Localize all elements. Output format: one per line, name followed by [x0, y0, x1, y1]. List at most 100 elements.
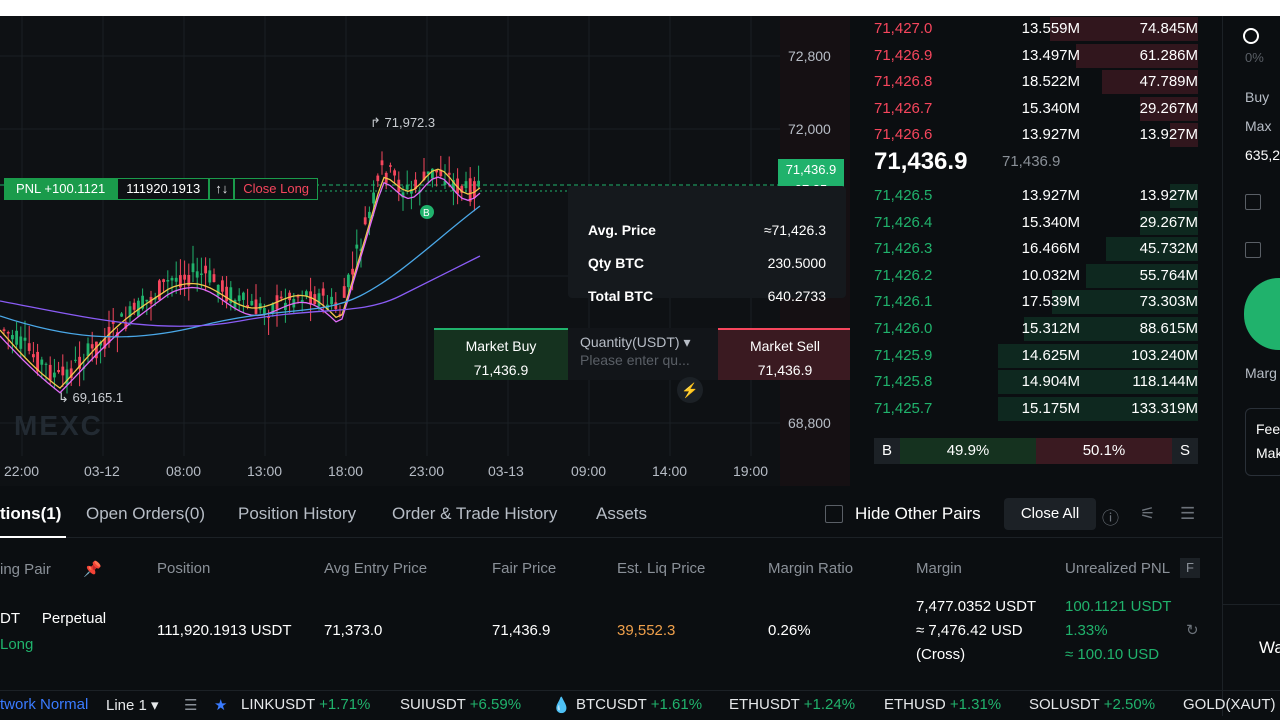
candle-body: [128, 306, 132, 317]
ask-row[interactable]: 71,426.9 13.497M 61.286M: [850, 43, 1220, 69]
last-price-value: 71,436.9: [785, 162, 837, 177]
quantity-unit-select[interactable]: Quantity(USDT) ▾: [580, 332, 706, 352]
ask-row[interactable]: 71,427.0 13.559M 74.845M: [850, 16, 1220, 42]
candle-body: [389, 165, 392, 167]
candle-body: [2, 329, 6, 332]
tab-positions[interactable]: tions(1): [0, 504, 62, 523]
mark-price: 71,436.9: [1002, 153, 1061, 170]
line-select[interactable]: Line 1 ▾: [106, 696, 159, 714]
close-all-button[interactable]: Close All: [1004, 498, 1096, 530]
info-icon[interactable]: ⓘ: [1102, 509, 1119, 528]
ticker-item[interactable]: GOLD(XAUT): [1183, 696, 1276, 713]
bid-row[interactable]: 71,426.0 15.312M 88.615M: [850, 316, 1220, 342]
ticker-item[interactable]: SOLUSDT +2.50%: [1029, 696, 1155, 713]
x-tick: 13:00: [247, 463, 283, 479]
ask-row[interactable]: 71,426.7 15.340M 29.267M: [850, 96, 1220, 122]
candle-body: [439, 169, 443, 177]
candle-body: [78, 356, 81, 369]
ask-qty: 13.559M: [1021, 20, 1080, 37]
ticker-item[interactable]: ETHUSDT +1.24%: [729, 696, 855, 713]
bid-row[interactable]: 71,425.7 15.175M 133.319M: [850, 396, 1220, 422]
candle-body: [216, 284, 220, 296]
ask-price: 71,426.8: [874, 73, 933, 91]
hide-other-pairs-checkbox[interactable]: [825, 505, 843, 523]
leverage-slider-handle[interactable]: [1243, 28, 1259, 44]
candle-body: [179, 275, 182, 288]
market-buy-button[interactable]: Market Buy 71,436.9: [434, 328, 568, 380]
ask-row[interactable]: 71,426.8 18.522M 47.789M: [850, 69, 1220, 95]
bid-qty: 17.539M: [1021, 293, 1080, 311]
row-position: 111,920.1913 USDT: [157, 622, 292, 639]
lightning-icon[interactable]: ⚡: [677, 377, 703, 403]
bid-row[interactable]: 71,426.2 10.032M 55.764M: [850, 263, 1220, 289]
candle-body: [359, 248, 363, 252]
ticker-symbol: LINKUSDT: [241, 696, 315, 713]
candle-body: [250, 300, 254, 306]
ask-price: 71,426.9: [874, 46, 933, 64]
x-tick: 14:00: [652, 463, 688, 479]
x-tick: 18:00: [328, 463, 364, 479]
swap-arrows-icon[interactable]: ↑↓: [209, 178, 235, 200]
candle-body: [288, 292, 291, 301]
ask-total: 47.789M: [1139, 73, 1198, 91]
x-tick: 08:00: [166, 463, 202, 479]
candle-body: [267, 316, 270, 318]
bid-row[interactable]: 71,426.4 15.340M 29.267M: [850, 210, 1220, 236]
market-sell-button[interactable]: Market Sell 71,436.9: [718, 328, 852, 380]
position-line-bar[interactable]: PNL +100.1121 111920.1913 ↑↓ Close Long: [4, 178, 319, 200]
checkbox-1[interactable]: [1245, 194, 1261, 210]
tab-order-trade-history[interactable]: Order & Trade History: [392, 504, 558, 523]
candle-body: [351, 268, 354, 275]
pin-icon[interactable]: 📌: [83, 561, 102, 578]
share-icon[interactable]: ↻: [1186, 622, 1199, 639]
menu-icon[interactable]: ☰: [1180, 504, 1196, 523]
close-long-button[interactable]: Close Long: [234, 178, 319, 200]
tab-position-history[interactable]: Position History: [238, 504, 357, 523]
row-pair[interactable]: DT Perpetual: [0, 610, 106, 627]
row-pair-symbol: DT: [0, 610, 20, 627]
candle-body: [221, 280, 224, 292]
filter-icon[interactable]: ⚟: [1140, 504, 1156, 523]
ticker-item[interactable]: SUIUSDT +6.59%: [400, 696, 521, 713]
checkbox-2[interactable]: [1245, 242, 1261, 258]
bid-row[interactable]: 71,426.3 16.466M 45.732M: [850, 236, 1220, 262]
candle-body: [170, 277, 174, 281]
ticker-item[interactable]: ETHUSD +1.31%: [884, 696, 1001, 713]
candle-body: [132, 302, 136, 310]
market-sell-label: Market Sell: [749, 338, 821, 354]
star-icon[interactable]: ★: [214, 697, 228, 714]
row-upnl-usdt: 100.1121 USDT: [1065, 598, 1172, 615]
bid-row[interactable]: 71,425.8 14.904M 118.144M: [850, 369, 1220, 395]
ask-row[interactable]: 71,426.6 13.927M 13.927M: [850, 122, 1220, 148]
ask-qty: 13.497M: [1021, 46, 1080, 64]
bid-row[interactable]: 71,425.9 14.625M 103.240M: [850, 343, 1220, 369]
order-form-panel: 0% Buy Max 635,2 Marg Fee Mak Wall: [1222, 16, 1280, 716]
total-label: Total BTC: [588, 288, 654, 304]
candle-body: [6, 332, 10, 334]
candle-body: [162, 279, 165, 283]
tab-open-orders[interactable]: Open Orders(0): [86, 504, 206, 523]
row-upnl-percent: 1.33%: [1065, 622, 1108, 639]
bid-row[interactable]: 71,426.5 13.927M 13.927M: [850, 183, 1220, 209]
candle-body: [141, 295, 144, 309]
order-estimate-box: Avg. Price ≈71,426.3 Qty BTC 230.5000 To…: [568, 186, 846, 304]
ticker-item[interactable]: BTCUSDT +1.61%: [576, 696, 702, 713]
header-f-badge[interactable]: F: [1180, 558, 1200, 578]
candle-body: [191, 263, 195, 273]
list-icon[interactable]: ☰: [184, 697, 198, 714]
quantity-input[interactable]: [580, 352, 706, 368]
ask-depth-bar: [1076, 43, 1198, 68]
tab-assets[interactable]: Assets: [596, 504, 648, 523]
candle-body: [355, 244, 359, 249]
chevron-down-icon: ▾: [151, 697, 159, 714]
candle-body: [74, 359, 77, 361]
ticker-item[interactable]: LINKUSDT +1.71%: [241, 696, 370, 713]
row-side: Long: [0, 636, 34, 653]
high-price-value: 71,972.3: [384, 115, 436, 130]
market-buy-price: 71,436.9: [473, 362, 529, 378]
candle-body: [237, 295, 241, 302]
ticker-change: +1.24%: [803, 696, 856, 713]
bid-row[interactable]: 71,426.1 17.539M 73.303M: [850, 289, 1220, 315]
quantity-field[interactable]: Quantity(USDT) ▾: [568, 328, 718, 380]
header-trading-pair: ing Pair 📌: [0, 560, 102, 578]
